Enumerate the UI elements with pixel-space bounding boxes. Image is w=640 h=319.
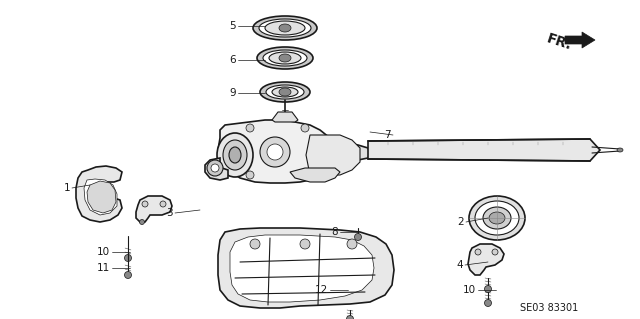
Ellipse shape [259,19,311,37]
Polygon shape [290,168,340,182]
Ellipse shape [269,52,301,64]
Ellipse shape [260,82,310,102]
Text: 12: 12 [315,285,328,295]
Circle shape [125,255,131,262]
Polygon shape [230,235,374,302]
Text: 5: 5 [229,21,236,31]
Polygon shape [368,139,600,161]
Circle shape [475,249,481,255]
Ellipse shape [483,207,511,229]
Text: 3: 3 [166,208,173,218]
Polygon shape [565,32,595,48]
Text: 1: 1 [63,183,70,193]
Text: 2: 2 [458,217,464,227]
Ellipse shape [253,16,317,40]
Circle shape [246,171,254,179]
Polygon shape [306,135,360,175]
Ellipse shape [489,212,505,224]
Circle shape [484,286,492,293]
Circle shape [347,239,357,249]
Text: 11: 11 [97,263,110,273]
Ellipse shape [265,21,305,35]
Ellipse shape [279,54,291,62]
Polygon shape [136,196,172,222]
Circle shape [160,201,166,207]
Ellipse shape [260,137,290,167]
Circle shape [125,271,131,278]
Text: FR.: FR. [545,31,574,53]
Ellipse shape [279,24,291,32]
Polygon shape [328,143,370,162]
Ellipse shape [229,147,241,163]
Ellipse shape [272,87,298,97]
Polygon shape [272,112,298,122]
Ellipse shape [207,160,223,176]
Polygon shape [218,120,335,183]
Ellipse shape [266,85,304,99]
Text: 7: 7 [385,130,391,140]
Circle shape [301,171,309,179]
Ellipse shape [279,88,291,96]
Polygon shape [84,179,117,215]
Circle shape [142,201,148,207]
Polygon shape [218,228,394,308]
Text: 10: 10 [463,285,476,295]
Ellipse shape [217,133,253,177]
Circle shape [140,219,145,225]
Ellipse shape [263,50,307,66]
Text: 8: 8 [332,227,338,237]
Circle shape [484,300,492,307]
Ellipse shape [267,144,283,160]
Polygon shape [87,181,116,213]
Ellipse shape [475,201,519,235]
Text: 9: 9 [229,88,236,98]
Polygon shape [468,244,504,275]
Ellipse shape [617,148,623,152]
Polygon shape [76,166,122,222]
Text: SE03 83301: SE03 83301 [520,303,579,313]
Circle shape [301,124,309,132]
Circle shape [250,239,260,249]
Ellipse shape [223,140,247,170]
Ellipse shape [211,164,219,172]
Ellipse shape [257,47,313,69]
Circle shape [355,234,362,241]
Circle shape [300,239,310,249]
Text: 10: 10 [97,247,110,257]
Circle shape [346,315,353,319]
Ellipse shape [469,196,525,240]
Circle shape [492,249,498,255]
Text: 6: 6 [229,55,236,65]
Text: 4: 4 [456,260,463,270]
Polygon shape [205,158,228,180]
Circle shape [246,124,254,132]
